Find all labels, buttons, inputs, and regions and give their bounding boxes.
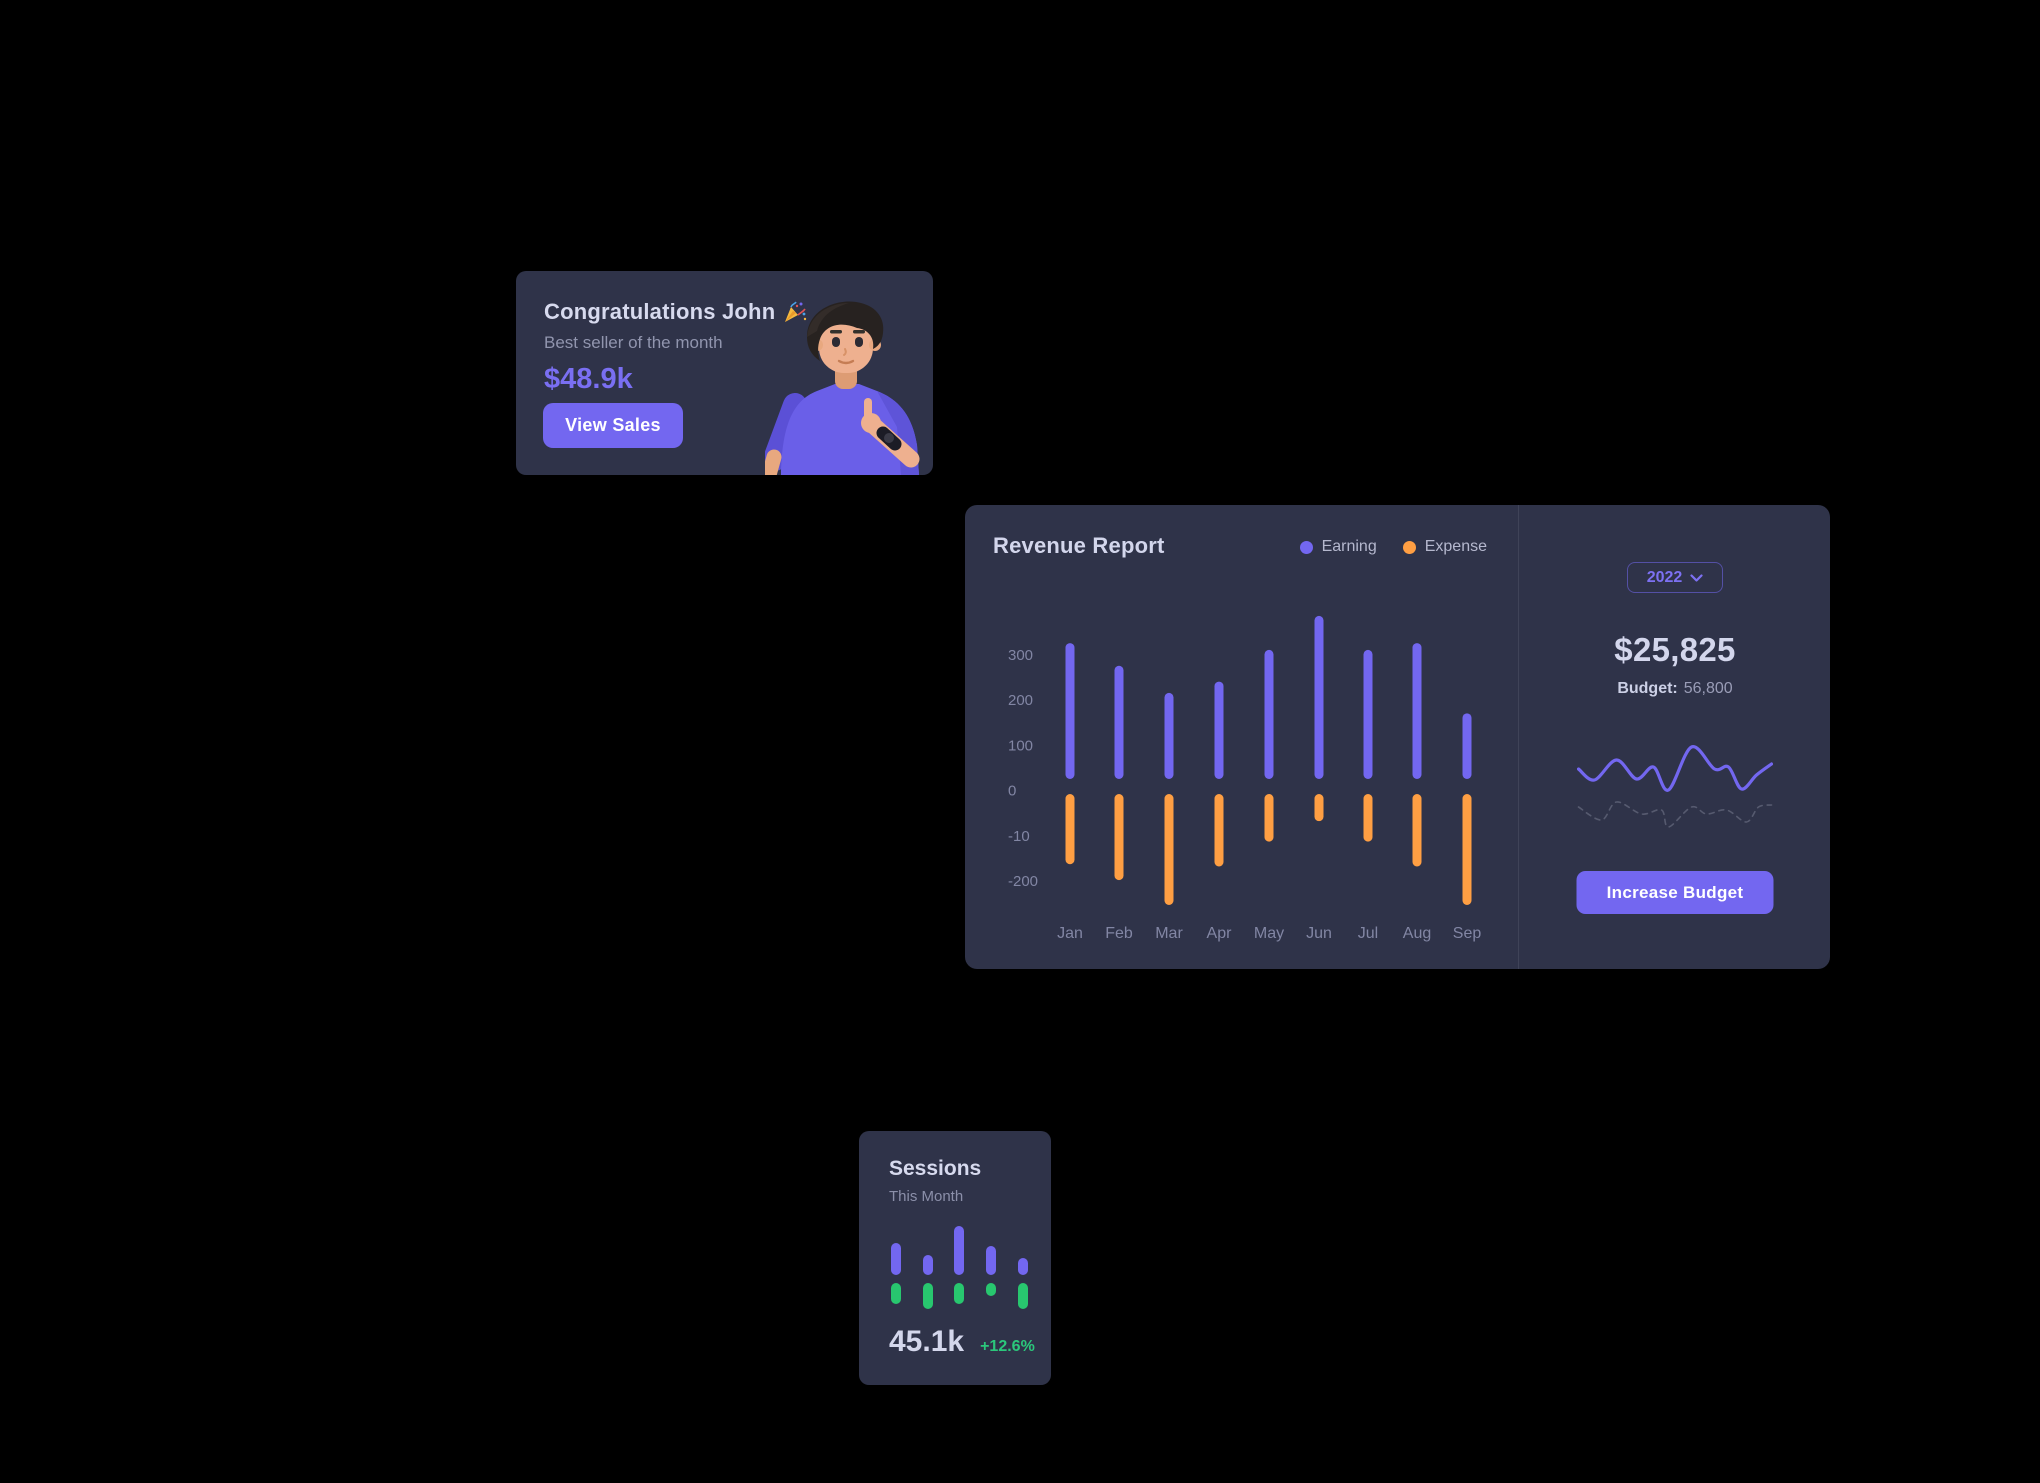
y-tick-label: 200 [1008,692,1033,709]
budget-label: Budget: [1617,680,1678,697]
earning-bar-Feb[interactable] [1114,665,1124,779]
expense-bar-Jan[interactable] [1065,794,1075,865]
budget-amount: 56,800 [1683,680,1733,697]
revenue-legend: Earning Expense [1299,538,1487,556]
budget-panel: 2022 $25,825 Budget: 56,800 Increase Budg… [1518,505,1831,969]
expense-bar-Sep[interactable] [1462,794,1472,905]
budget-previous-line [1577,801,1773,828]
earning-bar-May[interactable] [1264,649,1274,779]
sessions-down-bar [1018,1283,1028,1309]
earning-bar-Aug[interactable] [1412,643,1422,779]
congrats-amount: $48.9k [544,363,633,395]
x-tick-label: Sep [1453,925,1482,942]
sessions-subtitle: This Month [889,1188,964,1205]
congrats-title: Congratulations John [544,299,807,325]
x-tick-label: Mar [1155,925,1183,942]
congrats-title-text: Congratulations John [544,299,776,324]
expense-bar-Mar[interactable] [1164,794,1174,905]
expense-bar-Aug[interactable] [1412,794,1422,867]
y-tick-label: -10 [1008,828,1030,845]
revenue-chart-panel: Revenue Report Earning Expense 300 200 100 0… [965,505,1518,969]
sessions-up-bar [923,1255,933,1275]
earning-legend-dot-icon [1299,540,1313,554]
earning-bar-Sep[interactable] [1462,713,1472,779]
legend-item-expense[interactable]: Expense [1402,538,1487,556]
budget-current-line [1577,745,1773,792]
legend-item-earning[interactable]: Earning [1299,538,1377,556]
man-thumbs-up-illustration [765,301,920,475]
earning-bar-Mar[interactable] [1164,692,1174,779]
y-tick-label: 300 [1008,647,1033,664]
revenue-report-title: Revenue Report [993,533,1165,558]
expense-bar-Jul[interactable] [1363,794,1373,842]
budget-line: Budget: 56,800 [1519,680,1831,698]
year-select-value: 2022 [1646,568,1683,586]
sessions-up-bar [954,1226,964,1275]
sessions-total: 45.1k [889,1325,965,1358]
budget-total-value: $25,825 [1614,631,1736,668]
chevron-down-icon [1690,573,1703,582]
party-popper-icon [785,301,807,322]
earning-bar-Jun[interactable] [1314,615,1324,779]
x-tick-label: Jun [1306,925,1332,942]
sessions-down-bar [986,1283,996,1296]
expense-bar-Feb[interactable] [1114,794,1124,881]
expense-bar-Jun[interactable] [1314,794,1324,822]
sessions-title: Sessions [889,1157,982,1180]
expense-bar-Apr[interactable] [1214,794,1224,867]
sessions-down-bar [954,1283,964,1304]
sessions-card: Sessions This Month 45.1k +12.6% [859,1131,1051,1385]
y-tick-label: -200 [1008,873,1038,890]
x-tick-label: May [1254,925,1284,942]
y-tick-label: 0 [1008,783,1016,800]
expense-bar-May[interactable] [1264,794,1274,842]
budget-sparkline-chart [1577,745,1773,828]
y-tick-label: 100 [1008,737,1033,754]
earning-bar-Jul[interactable] [1363,649,1373,779]
congrats-subtitle: Best seller of the month [544,333,723,352]
expense-legend-dot-icon [1402,540,1416,554]
sessions-mini-chart [891,1226,1028,1309]
revenue-bar-chart[interactable]: 300 200 100 0 -10 -200 Jan Feb Mar Apr May Jun Jul Au… [965,505,1518,969]
revenue-report-card: Revenue Report Earning Expense 300 200 100 0… [965,505,1830,969]
sessions-delta-badge: +12.6% [980,1338,1035,1355]
legend-label: Earning [1321,538,1377,555]
sessions-value-row: 45.1k +12.6% [889,1325,1035,1359]
view-sales-button[interactable]: View Sales [543,403,683,448]
congratulations-card: Congratulations John Best seller of the … [516,271,933,475]
increase-budget-button[interactable]: Increase Budget [1576,871,1774,914]
sessions-up-bar [986,1246,996,1275]
sessions-up-bar [1018,1258,1028,1275]
earning-bar-Jan[interactable] [1065,643,1075,779]
sessions-up-bar [891,1243,901,1275]
sessions-down-bar [923,1283,933,1309]
legend-label: Expense [1424,538,1487,555]
sessions-down-bar [891,1283,901,1304]
x-tick-label: Aug [1403,925,1431,942]
x-tick-label: Apr [1207,925,1233,942]
x-tick-label: Feb [1105,925,1133,942]
year-select-dropdown[interactable]: 2022 [1627,562,1723,593]
x-tick-label: Jul [1358,925,1378,942]
x-tick-label: Jan [1057,925,1083,942]
earning-bar-Apr[interactable] [1214,681,1224,779]
